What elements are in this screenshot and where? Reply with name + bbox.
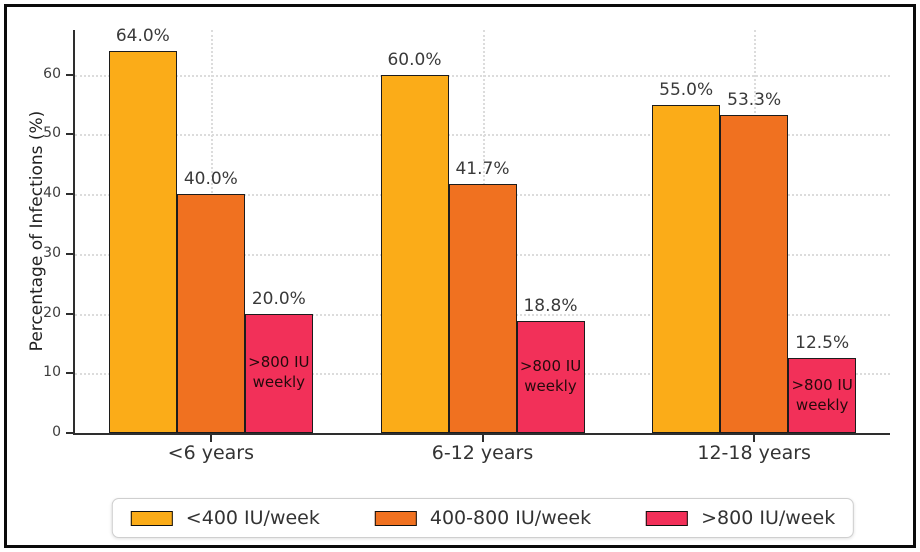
bar [788, 358, 857, 433]
y-axis-tick [66, 372, 73, 375]
chart-frame: Percentage of Infections (%) 64.0% 60.0% 5… [4, 4, 916, 548]
bar-annotation: >800 IU weekly [248, 353, 310, 392]
legend-item: >800 IU/week [646, 507, 835, 529]
bar-annotation: >800 IU weekly [791, 375, 853, 414]
x-category-label: <6 years [167, 442, 254, 464]
y-tick-label: 30 [43, 244, 61, 261]
legend-label: >800 IU/week [701, 507, 836, 529]
legend-item: 400-800 IU/week [374, 507, 592, 529]
y-axis-tick [66, 252, 73, 255]
y-axis-tick [66, 312, 73, 315]
value-label: 12.5% [795, 333, 850, 354]
x-axis-tick [753, 435, 756, 442]
y-tick-label: 20 [43, 304, 61, 321]
legend-swatch [646, 510, 689, 526]
legend-label: <400 IU/week [185, 507, 320, 529]
bar [176, 194, 245, 433]
x-axis-spine [73, 433, 890, 435]
bar [244, 313, 313, 433]
legend-label: 400-800 IU/week [429, 507, 592, 529]
y-tick-label: 40 [43, 185, 61, 202]
y-axis-tick [66, 133, 73, 136]
bar [380, 74, 449, 433]
legend-swatch [130, 510, 173, 526]
x-category-label: 12-18 years [697, 442, 811, 464]
legend-item: <400 IU/week [130, 507, 320, 529]
bar [108, 50, 177, 433]
x-axis-tick [209, 435, 212, 442]
y-tick-label: 60 [43, 65, 61, 82]
bar [720, 114, 789, 433]
value-label: 20.0% [251, 288, 306, 309]
y-axis-tick [66, 193, 73, 196]
y-tick-label: 0 [52, 424, 61, 440]
y-axis-tick [66, 432, 73, 434]
plot-area: 64.0% 60.0% 55.0% 40.0% 41.7% 53.3% 20.0% >800 … [75, 26, 890, 433]
legend-swatch [374, 510, 417, 526]
y-tick-label: 50 [43, 125, 61, 142]
y-axis-tick [66, 73, 73, 76]
bar [516, 320, 585, 433]
bar-chart: Percentage of Infections (%) 64.0% 60.0% 5… [7, 7, 913, 545]
bar-annotation: >800 IU weekly [519, 357, 582, 395]
bar [448, 184, 517, 433]
bar [652, 104, 721, 433]
x-axis-tick [481, 435, 484, 442]
y-tick-label: 10 [43, 364, 61, 381]
value-label: 53.3% [727, 89, 782, 110]
value-label: 41.7% [455, 159, 510, 180]
y-axis-spine [73, 30, 75, 435]
value-label: 18.8% [523, 295, 578, 316]
value-label: 55.0% [659, 79, 714, 100]
x-category-label: 6-12 years [431, 442, 534, 464]
legend: <400 IU/week 400-800 IU/week >800 IU/week [111, 498, 855, 538]
value-label: 64.0% [115, 25, 170, 46]
value-label: 40.0% [183, 169, 238, 190]
value-label: 60.0% [387, 49, 442, 70]
